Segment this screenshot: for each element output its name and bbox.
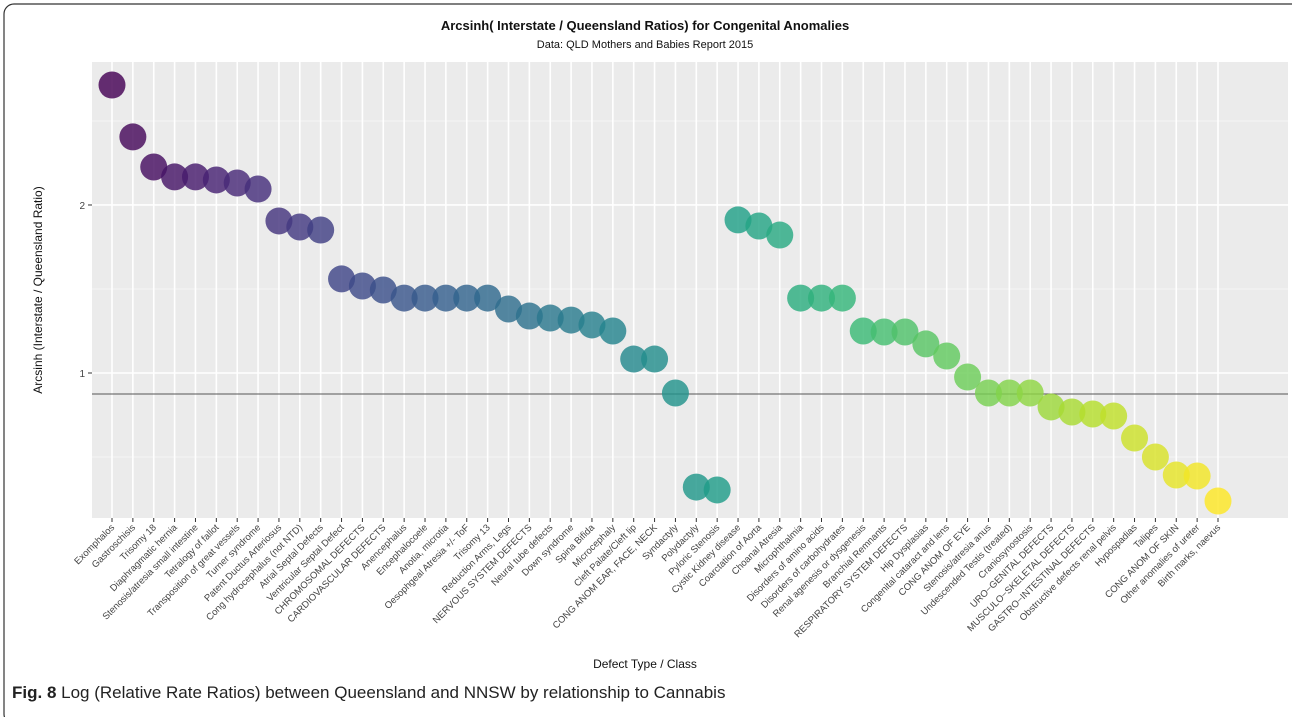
point xyxy=(119,123,147,151)
point xyxy=(1162,461,1190,489)
point xyxy=(181,163,209,191)
point xyxy=(1100,402,1128,430)
y-axis-label: Arcsinh (Interstate / Queensland Ratio) xyxy=(31,186,45,393)
x-axis-label: Defect Type / Class xyxy=(593,657,697,671)
point xyxy=(766,221,794,249)
point xyxy=(202,166,230,194)
point xyxy=(453,284,481,312)
point xyxy=(912,330,940,358)
point xyxy=(98,71,126,99)
point xyxy=(828,284,856,312)
point xyxy=(891,318,919,346)
point xyxy=(870,318,898,346)
point xyxy=(682,473,710,501)
point xyxy=(1058,398,1086,426)
figure-frame xyxy=(3,3,1292,717)
point xyxy=(974,379,1002,407)
point xyxy=(954,363,982,391)
point xyxy=(348,272,376,300)
caption-label: Fig. 8 xyxy=(12,683,57,702)
caption: Fig. 8 Log (Relative Rate Ratios) betwee… xyxy=(12,683,725,703)
point xyxy=(411,284,439,312)
point xyxy=(787,284,815,312)
point xyxy=(933,342,961,370)
point xyxy=(808,284,836,312)
y-tick-label: 1 xyxy=(79,369,85,380)
point xyxy=(244,175,272,203)
point xyxy=(849,317,877,345)
point xyxy=(995,379,1023,407)
point xyxy=(1183,462,1211,490)
plot-panel xyxy=(92,62,1288,518)
point xyxy=(1121,424,1149,452)
point xyxy=(536,304,564,332)
point xyxy=(1079,400,1107,428)
point xyxy=(474,284,502,312)
point xyxy=(724,206,752,234)
point xyxy=(1141,443,1169,471)
point xyxy=(515,302,543,330)
point xyxy=(140,153,168,181)
point xyxy=(703,476,731,504)
chart-subtitle: Data: QLD Mothers and Babies Report 2015 xyxy=(537,39,753,51)
point xyxy=(641,345,669,373)
point xyxy=(620,345,648,373)
point xyxy=(223,169,251,197)
caption-text: Log (Relative Rate Ratios) between Queen… xyxy=(61,683,726,702)
point xyxy=(494,295,522,323)
point xyxy=(369,276,397,304)
point xyxy=(432,284,460,312)
point xyxy=(307,216,335,244)
chart-title: Arcsinh( Interstate / Queensland Ratios)… xyxy=(441,18,849,33)
point xyxy=(599,317,627,345)
point xyxy=(661,379,689,407)
point xyxy=(578,311,606,339)
point xyxy=(1204,487,1232,515)
point xyxy=(1037,393,1065,421)
point xyxy=(265,207,293,235)
point xyxy=(557,306,585,334)
point xyxy=(390,284,418,312)
y-tick-label: 2 xyxy=(79,201,85,212)
point xyxy=(161,163,189,191)
point xyxy=(1016,379,1044,407)
point xyxy=(286,213,314,241)
point xyxy=(328,265,356,293)
point xyxy=(745,212,773,240)
